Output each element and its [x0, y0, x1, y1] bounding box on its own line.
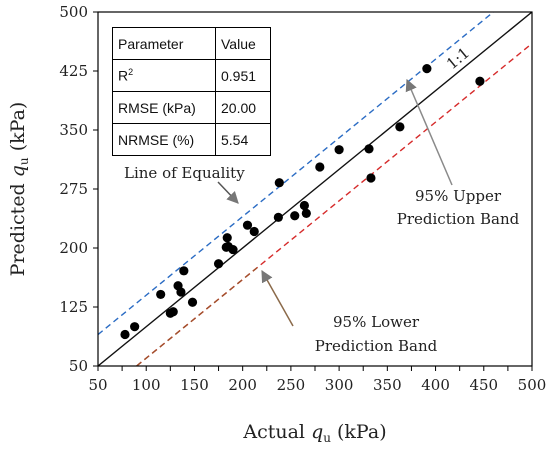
data-point-22	[334, 145, 344, 155]
reference-line-0	[98, 12, 532, 366]
reference-line-1	[98, 12, 495, 336]
lower-band-label-1: 95% Lower	[333, 313, 420, 331]
data-point-24	[366, 173, 376, 183]
y-tick-label-1: 125	[59, 298, 88, 316]
data-points	[120, 64, 485, 340]
y-tick-label-4: 350	[59, 121, 88, 139]
data-point-14	[242, 220, 253, 230]
x-tick-label-1: 100	[132, 376, 161, 394]
data-point-21	[315, 162, 325, 172]
y-tick-label-2: 200	[59, 239, 88, 257]
reference-lines	[98, 12, 532, 366]
y-tick-label-6: 500	[59, 3, 88, 21]
y-tick-label-5: 425	[59, 62, 88, 80]
upper-band-label-2: Prediction Band	[397, 210, 520, 228]
x-tick-label-7: 400	[421, 376, 450, 394]
line-of-equality-label: Line of Equality	[124, 164, 245, 182]
data-point-1	[130, 322, 140, 332]
data-point-11	[222, 233, 232, 243]
data-point-0	[120, 329, 130, 340]
stats-header-value: Value	[215, 27, 271, 60]
y-axis-title: Predicted qu (kPa)	[7, 102, 31, 277]
one-to-one-label: 1:1	[443, 44, 473, 73]
data-point-26	[422, 64, 432, 74]
stats-param-r2: R2	[112, 59, 216, 92]
stats-row-rmse: RMSE (kPa) 20.00	[112, 91, 271, 124]
lower-band-arrow	[261, 269, 294, 327]
stats-value-nrmse: 5.54	[215, 123, 271, 156]
data-point-19	[299, 200, 309, 211]
annotations: 1:1 Line of Equality 95% Upper Prediction B…	[124, 44, 520, 355]
data-point-27	[475, 76, 485, 86]
data-point-7	[179, 266, 189, 276]
data-point-8	[187, 297, 198, 307]
equality-arrow	[217, 181, 239, 204]
y-axis-title-prefix: Predicted	[7, 177, 29, 276]
stats-row-nrmse: NRMSE (%) 5.54	[112, 123, 271, 156]
x-tick-label-3: 200	[228, 376, 257, 394]
y-axis-title-var: q	[7, 165, 29, 177]
y-tick-label-0: 50	[69, 357, 88, 375]
x-axis-title: Actual qu (kPa)	[242, 421, 386, 445]
data-point-15	[249, 226, 259, 237]
x-tick-label-0: 50	[88, 376, 107, 394]
data-point-6	[176, 287, 186, 297]
data-point-13	[228, 244, 238, 255]
data-point-9	[213, 259, 224, 269]
x-tick-label-9: 500	[518, 376, 547, 394]
y-axis-title-unit: (kPa)	[7, 102, 29, 158]
upper-band-arrow	[405, 78, 453, 186]
x-tick-label-2: 150	[180, 376, 209, 394]
stats-value-rmse: 20.00	[215, 91, 271, 124]
data-point-17	[274, 178, 284, 188]
lower-band-segment	[136, 267, 258, 366]
y-axis-title-sub: u	[17, 157, 31, 165]
stats-header-parameter: Parameter	[112, 27, 216, 60]
r2-superscript: 2	[128, 67, 134, 78]
stats-param-nrmse: NRMSE (%)	[112, 123, 216, 156]
x-tick-label-6: 350	[373, 376, 402, 394]
stats-value-r2: 0.951	[215, 59, 271, 92]
x-axis-title-prefix: Actual	[242, 421, 311, 443]
x-tick-label-8: 450	[469, 376, 498, 394]
lower-band-label-2: Prediction Band	[315, 337, 438, 355]
axes: 50 100 150 200 250 300 350 400 450 500 50 125 200 275…	[7, 3, 546, 445]
x-axis-title-unit: (kPa)	[331, 421, 387, 443]
r2-label: R	[118, 67, 129, 84]
x-axis-title-var: q	[311, 421, 323, 443]
statistics-table: Parameter Value R2 0.951 RMSE (kPa) 20.0…	[112, 27, 271, 156]
data-point-2	[156, 289, 166, 300]
data-point-23	[364, 144, 374, 154]
data-point-16	[273, 212, 283, 222]
data-point-25	[395, 122, 405, 132]
data-point-4	[168, 307, 178, 317]
stats-header-row: Parameter Value	[112, 27, 271, 60]
x-axis-title-sub: u	[323, 431, 331, 445]
x-tick-label-5: 300	[325, 376, 354, 394]
stats-row-r2: R2 0.951	[112, 59, 271, 92]
data-point-20	[301, 208, 311, 218]
stats-param-rmse: RMSE (kPa)	[112, 91, 216, 124]
data-point-18	[290, 211, 300, 221]
upper-band-label-1: 95% Upper	[415, 187, 502, 205]
x-tick-label-4: 250	[277, 376, 306, 394]
y-tick-label-3: 275	[59, 180, 88, 198]
